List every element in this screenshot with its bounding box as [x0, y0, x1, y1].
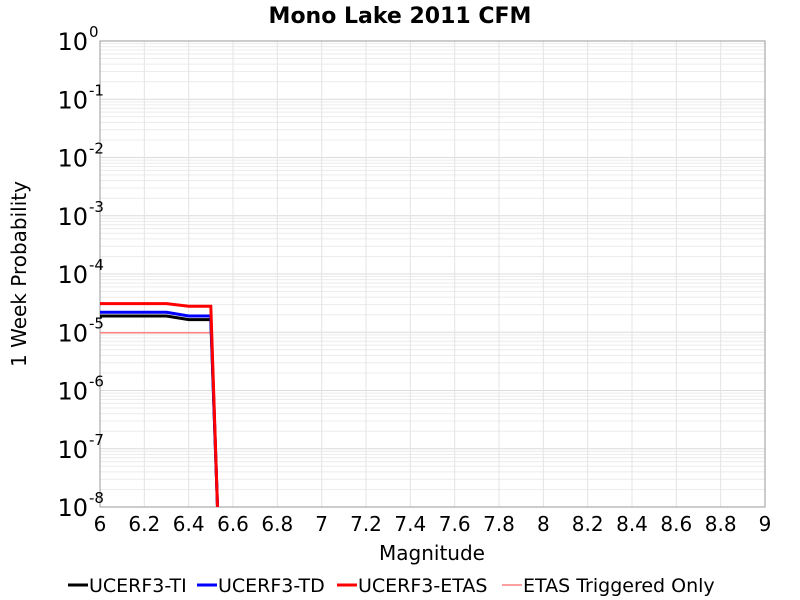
x-tick-label: 8.2 — [572, 512, 604, 536]
y-tick-exponent: -8 — [89, 489, 104, 507]
y-tick-label: 10 -5 — [57, 314, 104, 347]
x-tick-label: 7.2 — [350, 512, 382, 536]
x-axis-label: Magnitude — [379, 541, 485, 565]
legend-item: ETAS Triggered Only — [502, 575, 715, 597]
chart-title: Mono Lake 2011 CFM — [269, 4, 532, 29]
y-tick-base: 10 — [57, 86, 88, 114]
y-tick-exponent: -6 — [89, 373, 104, 391]
y-tick-label: 10 -3 — [57, 198, 104, 231]
y-tick-label: 10 -8 — [57, 489, 104, 522]
y-tick-exponent: -5 — [89, 314, 104, 332]
x-tick-label: 8.8 — [705, 512, 737, 536]
legend-label: UCERF3-ETAS — [358, 575, 487, 597]
legend-label: UCERF3-TI — [89, 575, 187, 597]
y-tick-exponent: 0 — [89, 23, 99, 41]
x-tick-label: 6 — [94, 512, 107, 536]
y-tick-exponent: -1 — [89, 81, 104, 99]
y-tick-base: 10 — [57, 436, 88, 464]
x-tick-label: 6.8 — [261, 512, 293, 536]
y-tick-exponent: -2 — [89, 140, 104, 158]
x-tick-label: 7.8 — [483, 512, 515, 536]
y-tick-label: 10 -7 — [57, 431, 104, 464]
x-tick-label: 6.4 — [173, 512, 205, 536]
series-line-ucerf3-ti — [100, 314, 219, 508]
y-tick-base: 10 — [57, 494, 88, 522]
legend-label: ETAS Triggered Only — [523, 575, 715, 597]
y-tick-exponent: -3 — [89, 198, 104, 216]
series-line-ucerf3-etas — [100, 302, 219, 508]
x-tick-label: 8 — [537, 512, 550, 536]
x-tick-label: 7.6 — [439, 512, 471, 536]
x-tick-label: 7 — [315, 512, 328, 536]
y-tick-exponent: -7 — [89, 431, 104, 449]
legend: UCERF3-TI UCERF3-TD UCERF3-ETAS ETAS Trigge… — [68, 575, 715, 597]
y-tick-base: 10 — [57, 378, 88, 406]
y-tick-base: 10 — [57, 319, 88, 347]
y-tick-base: 10 — [57, 261, 88, 289]
legend-item: UCERF3-ETAS — [337, 575, 487, 597]
legend-label: UCERF3-TD — [218, 575, 325, 597]
y-tick-label: 10 -1 — [57, 81, 104, 114]
series-layer — [100, 302, 219, 508]
y-tick-label: 10 -4 — [57, 256, 104, 289]
x-tick-label: 8.4 — [616, 512, 648, 536]
y-tick-base: 10 — [57, 203, 88, 231]
y-tick-label: 10 0 — [57, 23, 98, 56]
y-tick-label: 10 -2 — [57, 140, 104, 173]
y-tick-label: 10 -6 — [57, 373, 104, 406]
x-tick-label: 7.4 — [394, 512, 426, 536]
x-axis-ticks: 6 6.2 6.4 6.6 6.8 7 7.2 7.4 7.6 7.8 8 8.2 8.4 8.6 8.8 9 — [94, 512, 772, 536]
x-tick-label: 6.6 — [217, 512, 249, 536]
y-axis-label: 1 Week Probability — [7, 181, 31, 367]
grid-lines — [99, 40, 766, 508]
y-tick-exponent: -4 — [89, 256, 104, 274]
x-tick-label: 9 — [759, 512, 772, 536]
x-tick-label: 6.2 — [128, 512, 160, 536]
y-tick-base: 10 — [57, 145, 88, 173]
legend-item: UCERF3-TD — [197, 575, 325, 597]
legend-item: UCERF3-TI — [68, 575, 187, 597]
x-tick-label: 8.6 — [660, 512, 692, 536]
plot-area — [99, 40, 766, 508]
y-tick-base: 10 — [57, 28, 88, 56]
